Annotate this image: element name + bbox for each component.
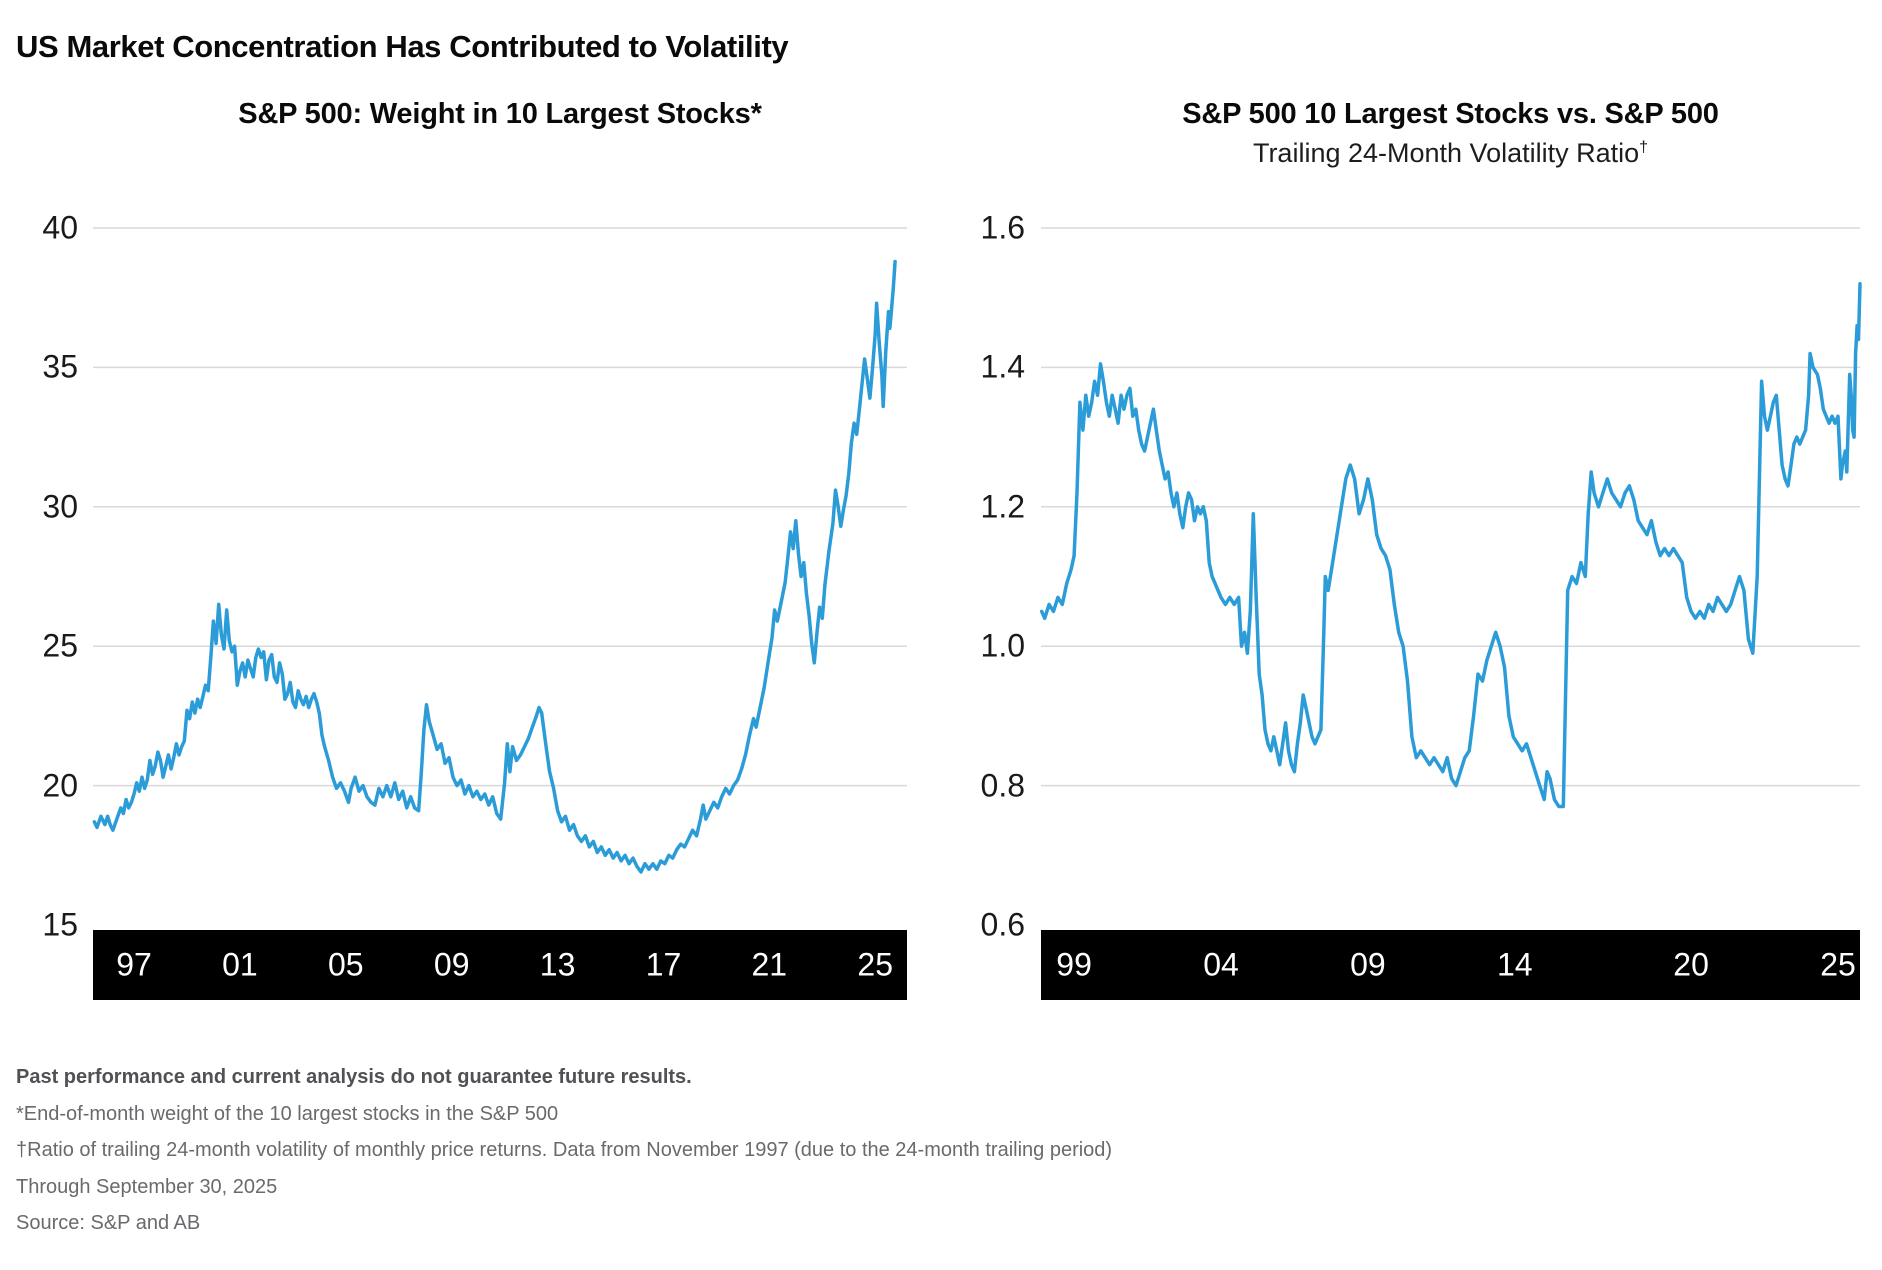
y-axis-tick-label: 1.2 <box>980 488 1025 525</box>
x-axis-tick-label: 05 <box>328 946 364 983</box>
y-axis-tick-label: 20 <box>42 767 78 804</box>
x-axis-tick-label: 17 <box>645 946 682 983</box>
x-axis-tick-label: 25 <box>857 946 893 983</box>
disclaimer-text: Past performance and current analysis do… <box>16 1066 692 1088</box>
x-axis-bar: 97 01 05 09 13 17 21 25 <box>93 930 907 1000</box>
chart-title: S&P 500 10 Largest Stocks vs. S&P 500 <box>1182 98 1719 130</box>
x-axis-tick-label: 20 <box>1673 946 1709 983</box>
y-axis-tick-label: 1.6 <box>980 209 1025 246</box>
x-axis-tick-label: 25 <box>1820 946 1856 983</box>
footnote-text: Source: S&P and AB <box>16 1212 201 1234</box>
y-axis-tick-label: 0.6 <box>980 906 1025 943</box>
plot-area <box>92 227 907 874</box>
page-title: US Market Concentration Has Contributed … <box>16 28 789 64</box>
x-axis-tick-label: 09 <box>433 946 470 983</box>
footnote-text: *End-of-month weight of the 10 largest s… <box>16 1102 559 1125</box>
footnote-text: Through September 30, 2025 <box>16 1175 278 1198</box>
y-axis-tick-label: 40 <box>42 209 78 246</box>
chart-subtitle: Trailing 24-Month Volatility Ratio† <box>1252 138 1649 168</box>
y-axis-tick-label: 1.4 <box>980 348 1025 385</box>
chart-title: S&P 500: Weight in 10 Largest Stocks* <box>238 98 762 130</box>
x-axis-tick-label: 09 <box>1350 946 1386 983</box>
x-axis-tick-label: 21 <box>751 946 788 983</box>
y-axis-tick-label: 25 <box>42 627 78 664</box>
x-axis-tick-label: 99 <box>1056 946 1092 983</box>
plot-area <box>1039 227 1862 809</box>
y-axis-tick-label: 35 <box>42 348 78 385</box>
x-axis-tick-label: 04 <box>1203 946 1239 983</box>
data-line <box>1039 282 1862 809</box>
x-axis-tick-label: 97 <box>116 946 152 983</box>
y-axis-tick-label: 1.0 <box>980 627 1025 664</box>
footnote-text: †Ratio of trailing 24-month volatility o… <box>16 1139 1113 1161</box>
x-axis-tick-label: 13 <box>539 946 576 983</box>
dagger-superscript: † <box>1639 139 1649 156</box>
x-axis-tick-label: 14 <box>1497 946 1533 983</box>
y-axis-tick-label: 15 <box>42 906 78 943</box>
x-axis-tick-label: 01 <box>222 946 258 983</box>
y-axis-tick-label: 0.8 <box>980 767 1025 804</box>
data-line <box>92 259 897 874</box>
y-axis-tick-label: 30 <box>42 488 78 525</box>
x-axis-bar: 99 04 09 14 20 25 <box>1041 930 1860 1000</box>
